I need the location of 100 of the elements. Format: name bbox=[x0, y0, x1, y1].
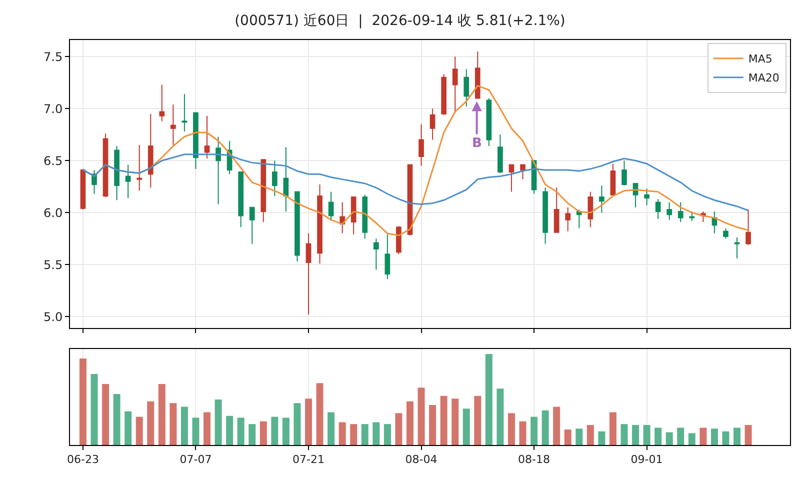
candlestick bbox=[576, 208, 582, 229]
candlestick bbox=[508, 164, 514, 192]
candlestick bbox=[260, 159, 266, 222]
bar bbox=[260, 421, 267, 445]
line-series bbox=[82, 154, 750, 212]
candlestick bbox=[712, 211, 718, 234]
bar bbox=[136, 416, 143, 445]
bar bbox=[113, 394, 120, 445]
bar bbox=[586, 424, 594, 445]
candlestick bbox=[418, 124, 424, 166]
candlestick bbox=[80, 168, 86, 210]
bar bbox=[271, 416, 278, 445]
candlestick bbox=[486, 98, 492, 147]
candlestick bbox=[272, 160, 278, 196]
bar bbox=[734, 428, 740, 445]
y-tick-label: 6.5 bbox=[44, 154, 63, 168]
candlestick bbox=[678, 202, 684, 222]
x-tick-label: 09-01 bbox=[630, 453, 663, 466]
bar bbox=[192, 418, 200, 445]
candlestick bbox=[644, 188, 650, 206]
bar bbox=[620, 424, 628, 445]
bar bbox=[372, 422, 380, 445]
bar bbox=[204, 412, 210, 445]
bar bbox=[328, 412, 335, 445]
candlestick bbox=[441, 74, 446, 116]
x-tick-label: 06-23 bbox=[66, 453, 99, 466]
candlestick bbox=[498, 134, 503, 174]
bar bbox=[688, 433, 696, 445]
bar bbox=[338, 422, 346, 445]
candlestick bbox=[362, 194, 368, 240]
bar bbox=[598, 431, 606, 445]
y-tick-label: 7.0 bbox=[44, 102, 63, 116]
candlestick bbox=[746, 208, 751, 246]
candlestick bbox=[216, 136, 221, 205]
bar bbox=[722, 431, 730, 445]
candlestick bbox=[632, 182, 638, 208]
candlestick bbox=[204, 115, 210, 160]
bar bbox=[90, 374, 98, 445]
bar bbox=[305, 398, 312, 445]
bar bbox=[474, 396, 482, 445]
candlestick bbox=[317, 184, 322, 264]
candlestick bbox=[125, 164, 131, 199]
bar bbox=[406, 401, 414, 445]
bar bbox=[508, 413, 515, 445]
bar bbox=[158, 384, 166, 445]
candlestick bbox=[193, 112, 198, 170]
y-tick-label: 5.0 bbox=[44, 310, 63, 324]
candlestick bbox=[384, 234, 390, 280]
candlestick bbox=[520, 164, 526, 180]
bar bbox=[282, 418, 290, 445]
bar bbox=[553, 406, 560, 445]
bar bbox=[316, 383, 324, 445]
bar bbox=[564, 430, 572, 445]
bar bbox=[361, 424, 368, 445]
candlestick bbox=[666, 202, 672, 220]
candlestick bbox=[655, 198, 661, 220]
candlestick bbox=[599, 185, 604, 214]
bar bbox=[542, 410, 549, 445]
bar bbox=[124, 411, 132, 445]
bar bbox=[440, 396, 448, 445]
x-tick-label: 08-18 bbox=[518, 453, 550, 466]
bar bbox=[147, 401, 154, 445]
bar bbox=[576, 428, 583, 445]
y-tick-label: 5.5 bbox=[44, 258, 63, 272]
candlestick bbox=[350, 196, 356, 235]
candlestick bbox=[249, 206, 255, 244]
candlestick bbox=[328, 191, 334, 222]
bar bbox=[350, 424, 358, 445]
bar bbox=[700, 428, 707, 445]
bar bbox=[294, 403, 301, 445]
bar bbox=[226, 416, 234, 445]
chart-title: (000571) 近60日 | 2026-09-14 收 5.81(+2.1%) bbox=[234, 12, 566, 29]
legend-label: MA20 bbox=[748, 72, 780, 85]
bar bbox=[710, 428, 718, 445]
candlestick bbox=[588, 191, 594, 228]
bar bbox=[248, 424, 256, 445]
bar bbox=[395, 413, 402, 445]
x-tick-label: 07-07 bbox=[180, 453, 212, 466]
bar bbox=[429, 404, 436, 445]
candlestick bbox=[689, 211, 695, 222]
bar bbox=[654, 428, 662, 445]
bar bbox=[485, 354, 492, 445]
bar bbox=[496, 388, 504, 445]
annotation: B bbox=[472, 136, 482, 151]
candlestick bbox=[452, 56, 458, 114]
candlestick bbox=[430, 108, 436, 140]
y-tick-label: 7.5 bbox=[44, 50, 63, 64]
candlestick bbox=[464, 68, 470, 108]
candlestick bbox=[159, 84, 165, 122]
candlestick bbox=[136, 144, 142, 192]
candlestick bbox=[294, 191, 300, 262]
y-tick-label: 6.0 bbox=[44, 206, 63, 220]
bar bbox=[462, 408, 470, 445]
bar bbox=[643, 424, 650, 445]
x-tick-label: 07-21 bbox=[292, 453, 324, 466]
candlestick bbox=[554, 187, 560, 233]
bar bbox=[744, 424, 752, 445]
bar bbox=[530, 416, 538, 445]
candlestick bbox=[170, 104, 176, 146]
bar bbox=[79, 358, 86, 445]
